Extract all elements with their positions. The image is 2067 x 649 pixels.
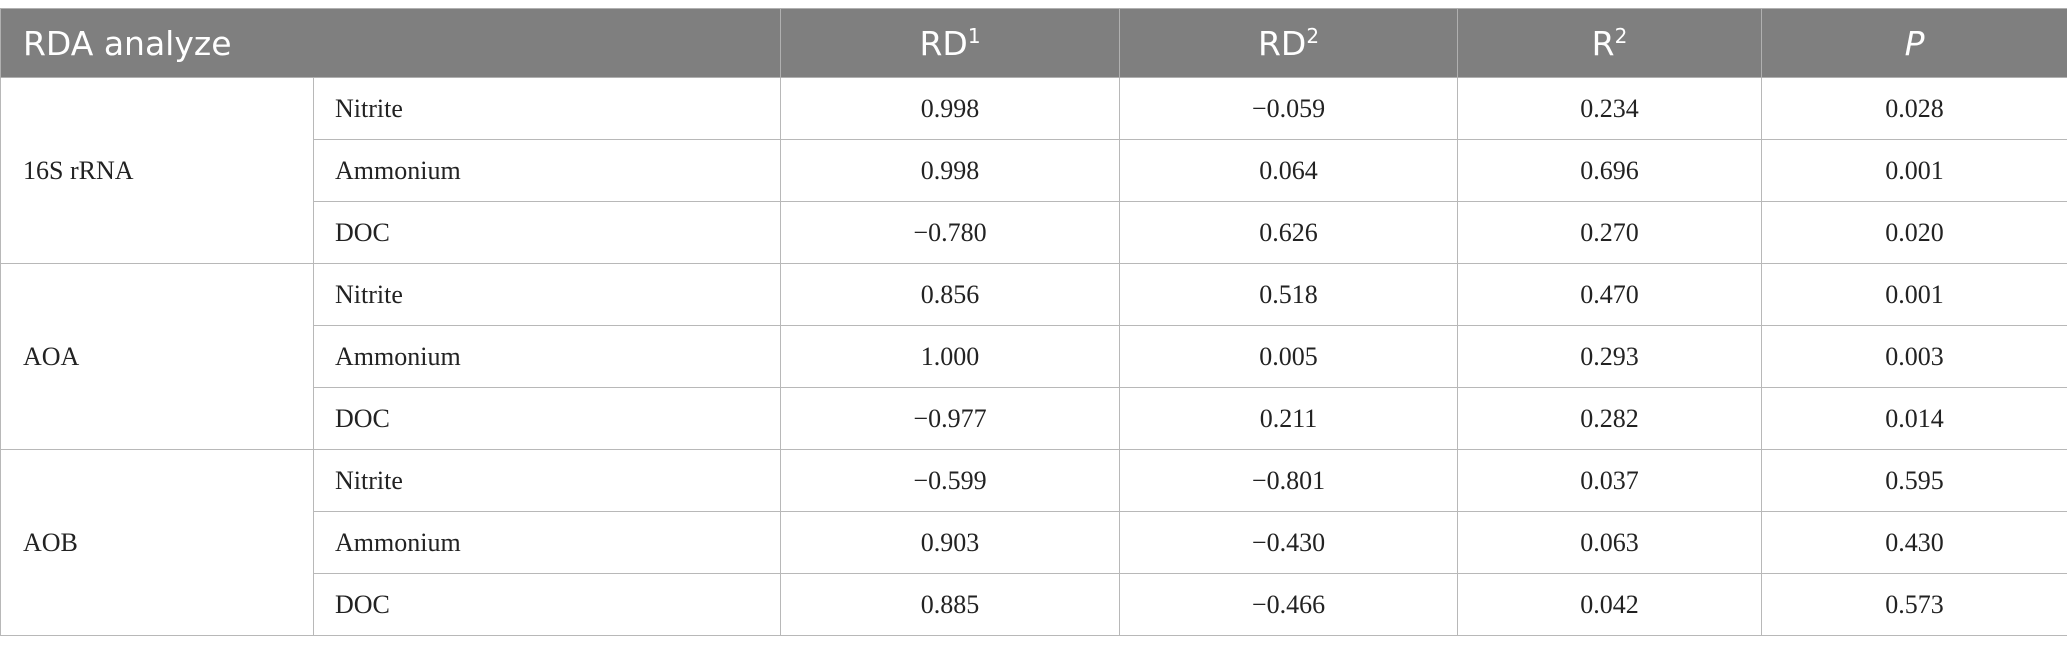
- rd2-cell: −0.059: [1119, 77, 1459, 140]
- rd1-cell: 0.856: [780, 263, 1121, 326]
- p-cell: 0.028: [1761, 77, 2067, 140]
- rd2-cell: 0.518: [1119, 263, 1459, 326]
- variable-cell: DOC: [312, 573, 782, 636]
- p-cell: 0.020: [1761, 201, 2067, 264]
- rd1-cell: 1.000: [780, 325, 1121, 388]
- variable-cell: Ammonium: [312, 139, 782, 202]
- variable-cell: Nitrite: [312, 449, 782, 512]
- table-row: AOB Nitrite −0.599 −0.801 0.037 0.595: [0, 449, 2067, 636]
- table-row: Ammonium 1.000 0.005 0.293 0.003: [1, 325, 2067, 388]
- header-r2: R2: [1457, 8, 1763, 78]
- table-row: DOC 0.885 −0.466 0.042 0.573: [1, 573, 2067, 636]
- header-p: P: [1761, 8, 2067, 78]
- p-cell: 0.001: [1761, 139, 2067, 202]
- rda-table-container: RDA analyze RD1 RD2 R2 P 16S rRNA Nitrit…: [0, 8, 2067, 636]
- group-label: 16S rRNA: [0, 77, 314, 264]
- rd2-cell: −0.801: [1119, 449, 1459, 512]
- r2-cell: 0.063: [1457, 511, 1763, 574]
- rd2-cell: 0.626: [1119, 201, 1459, 264]
- rd2-cell: −0.430: [1119, 511, 1459, 574]
- rd1-cell: 0.998: [780, 77, 1121, 140]
- rd1-cell: 0.998: [780, 139, 1121, 202]
- p-cell: 0.001: [1761, 263, 2067, 326]
- table-row: DOC −0.977 0.211 0.282 0.014: [1, 387, 2067, 450]
- table-row: Ammonium 0.903 −0.430 0.063 0.430: [1, 511, 2067, 574]
- header-rd2-sup: 2: [1306, 23, 1320, 48]
- r2-cell: 0.234: [1457, 77, 1763, 140]
- variable-cell: Nitrite: [312, 263, 782, 326]
- group-label: AOA: [0, 263, 314, 450]
- rd1-cell: 0.885: [780, 573, 1121, 636]
- p-cell: 0.595: [1761, 449, 2067, 512]
- variable-cell: DOC: [312, 387, 782, 450]
- header-rd2: RD2: [1119, 8, 1459, 78]
- header-p-label: P: [1904, 23, 1925, 63]
- rd1-cell: −0.599: [780, 449, 1121, 512]
- header-r2-sup: 2: [1614, 23, 1628, 48]
- p-cell: 0.003: [1761, 325, 2067, 388]
- header-rd2-base: RD: [1257, 23, 1307, 63]
- r2-cell: 0.270: [1457, 201, 1763, 264]
- table-row: DOC −0.780 0.626 0.270 0.020: [1, 201, 2067, 264]
- header-rd1: RD1: [780, 8, 1121, 78]
- rd2-cell: 0.064: [1119, 139, 1459, 202]
- rd2-cell: 0.005: [1119, 325, 1459, 388]
- rd1-cell: −0.780: [780, 201, 1121, 264]
- variable-cell: Nitrite: [312, 77, 782, 140]
- r2-cell: 0.293: [1457, 325, 1763, 388]
- p-cell: 0.014: [1761, 387, 2067, 450]
- r2-cell: 0.042: [1457, 573, 1763, 636]
- r2-cell: 0.696: [1457, 139, 1763, 202]
- p-cell: 0.573: [1761, 573, 2067, 636]
- rd2-cell: −0.466: [1119, 573, 1459, 636]
- rda-table: RDA analyze RD1 RD2 R2 P 16S rRNA Nitrit…: [0, 8, 2067, 636]
- r2-cell: 0.282: [1457, 387, 1763, 450]
- header-rd1-base: RD: [919, 23, 968, 63]
- rd1-cell: 0.903: [780, 511, 1121, 574]
- variable-cell: Ammonium: [312, 325, 782, 388]
- table-row: AOA Nitrite 0.856 0.518 0.470 0.001: [0, 263, 2067, 450]
- header-r2-base: R: [1591, 23, 1615, 63]
- header-rd1-sup: 1: [967, 23, 981, 48]
- table-row: 16S rRNA Nitrite 0.998 −0.059 0.234 0.02…: [0, 77, 2067, 264]
- rd2-cell: 0.211: [1119, 387, 1459, 450]
- p-cell: 0.430: [1761, 511, 2067, 574]
- rd1-cell: −0.977: [780, 387, 1121, 450]
- header-row: RDA analyze RD1 RD2 R2 P: [0, 8, 2067, 78]
- group-label: AOB: [0, 449, 314, 636]
- r2-cell: 0.470: [1457, 263, 1763, 326]
- variable-cell: DOC: [312, 201, 782, 264]
- variable-cell: Ammonium: [312, 511, 782, 574]
- r2-cell: 0.037: [1457, 449, 1763, 512]
- header-rda-analyze: RDA analyze: [0, 8, 782, 78]
